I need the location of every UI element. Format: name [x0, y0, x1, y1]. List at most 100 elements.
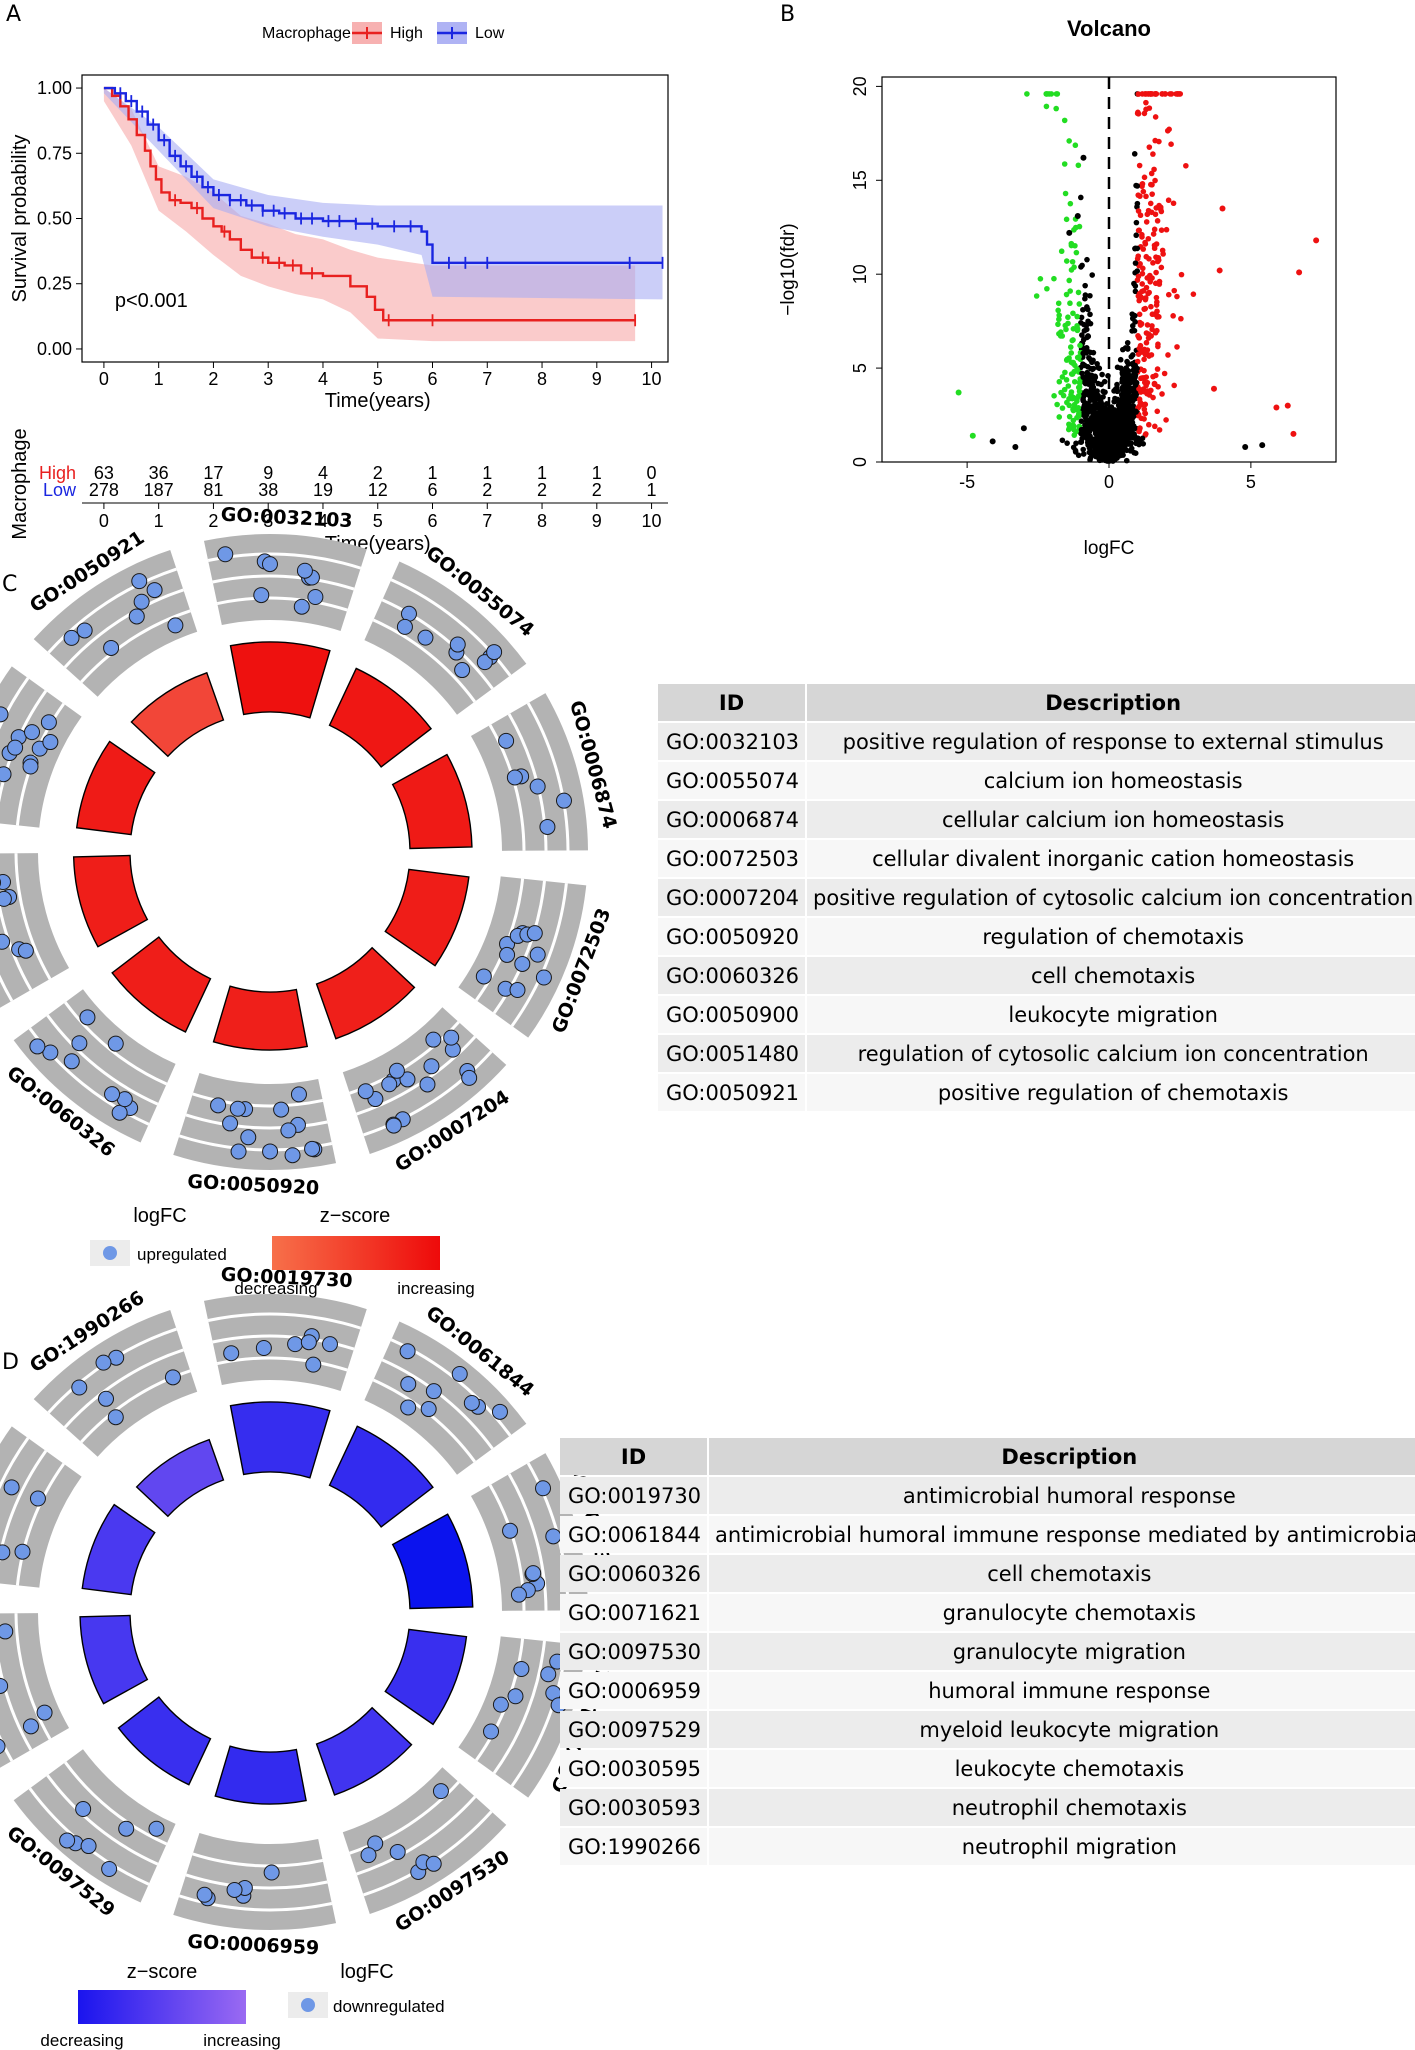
data-point — [1143, 431, 1149, 437]
data-point — [1056, 330, 1062, 337]
y-axis-title: Survival probability — [9, 135, 31, 303]
data-point — [1051, 275, 1057, 282]
data-point — [1138, 347, 1144, 354]
data-point — [1114, 420, 1120, 427]
data-point — [1066, 355, 1072, 361]
go-id-cell: GO:1990266 — [560, 1828, 708, 1865]
y-tick-label: 15 — [850, 170, 870, 190]
table-row: GO:0072503 cellular divalent inorganic ca… — [658, 840, 1415, 877]
gene-point — [29, 1038, 46, 1055]
data-point — [1159, 391, 1165, 397]
data-point — [1134, 365, 1140, 372]
grid-ring — [0, 974, 14, 1002]
data-point — [1156, 138, 1162, 145]
data-point — [1080, 154, 1087, 161]
data-point — [1070, 444, 1077, 451]
x-tick-label: 0 — [99, 369, 109, 389]
legend-key-point — [301, 1998, 315, 2012]
data-point — [1087, 356, 1094, 363]
data-point — [1128, 420, 1135, 427]
risk-count: 4 — [318, 463, 328, 483]
grid-ring — [192, 1852, 324, 1868]
data-point — [1088, 451, 1095, 458]
gene-point — [300, 1334, 317, 1351]
data-point — [1051, 393, 1057, 399]
chart-title: Volcano — [1067, 16, 1151, 41]
gene-point — [80, 1838, 97, 1855]
risk-count: 2 — [482, 480, 492, 500]
data-point — [1060, 392, 1067, 399]
data-point — [1132, 382, 1139, 388]
grid-ring — [207, 1312, 362, 1330]
y-tick-label: 10 — [850, 264, 870, 284]
data-point — [1071, 426, 1077, 433]
gene-point — [399, 1071, 416, 1088]
risk-x-tick-label: 10 — [642, 511, 662, 531]
gene-point — [305, 1356, 322, 1373]
data-point — [1134, 245, 1141, 252]
go-description-cell: antimicrobial humoral response — [709, 1477, 1415, 1514]
data-point — [1156, 314, 1162, 320]
data-point — [1273, 404, 1280, 411]
data-point — [1148, 352, 1155, 358]
go-description-cell: positive regulation of cytosolic calcium… — [807, 879, 1415, 916]
data-point — [1142, 239, 1148, 246]
go-id-cell: GO:0006959 — [560, 1672, 708, 1709]
gene-point — [3, 1479, 20, 1496]
data-point — [1087, 420, 1093, 426]
data-point — [1148, 333, 1154, 339]
data-point — [1118, 365, 1124, 371]
go-description-cell: cell chemotaxis — [709, 1555, 1415, 1592]
data-point — [1080, 361, 1086, 367]
go-description-cell: regulation of cytosolic calcium ion conc… — [807, 1035, 1415, 1072]
go-description-cell: cellular calcium ion homeostasis — [807, 801, 1415, 838]
data-point — [1074, 212, 1081, 219]
p-value-annotation: p<0.001 — [115, 290, 188, 312]
zscore-bar — [130, 671, 225, 758]
gene-point — [128, 608, 145, 625]
data-point — [1125, 439, 1132, 446]
data-point — [1122, 428, 1129, 434]
legend-item-high: High — [390, 25, 423, 42]
go-description-cell: neutrophil chemotaxis — [709, 1789, 1415, 1826]
data-point — [1080, 374, 1087, 381]
data-point — [1159, 91, 1165, 97]
data-point — [1174, 91, 1181, 97]
risk-x-tick-label: 0 — [99, 511, 109, 531]
gene-point — [79, 1009, 96, 1026]
data-point — [1131, 387, 1138, 394]
data-point — [1142, 410, 1148, 416]
gene-point — [75, 1801, 92, 1818]
data-point — [1163, 417, 1169, 423]
data-point — [1145, 91, 1151, 97]
gene-point — [304, 1140, 321, 1157]
data-point — [1085, 438, 1092, 444]
gene-point — [400, 1399, 417, 1416]
grid-ring — [216, 1356, 348, 1372]
zscore-bar — [229, 641, 331, 719]
data-point — [1089, 272, 1096, 278]
data-point — [1076, 301, 1083, 307]
table-row: GO:0097530 granulocyte migration — [560, 1633, 1415, 1670]
data-point — [1151, 245, 1158, 252]
data-point — [1103, 415, 1110, 421]
data-point — [1086, 428, 1093, 435]
risk-count: 2 — [373, 463, 383, 483]
data-point — [1119, 346, 1126, 353]
gene-point — [0, 706, 9, 723]
data-point — [1143, 193, 1149, 200]
gene-point — [461, 1069, 478, 1086]
table-row: GO:0061844 antimicrobial humoral immune r… — [560, 1516, 1415, 1553]
grid-ring — [0, 677, 30, 730]
data-point — [1165, 291, 1172, 298]
risk-count: 17 — [203, 463, 223, 483]
data-point — [1077, 194, 1084, 201]
go-id-cell: GO:0006874 — [658, 801, 806, 838]
gene-point — [502, 1522, 519, 1539]
gene-point — [223, 1345, 240, 1362]
data-point — [1139, 234, 1145, 240]
data-point — [1063, 326, 1069, 333]
gene-point — [230, 1143, 247, 1160]
data-point — [1062, 190, 1069, 197]
data-point — [1062, 369, 1068, 376]
